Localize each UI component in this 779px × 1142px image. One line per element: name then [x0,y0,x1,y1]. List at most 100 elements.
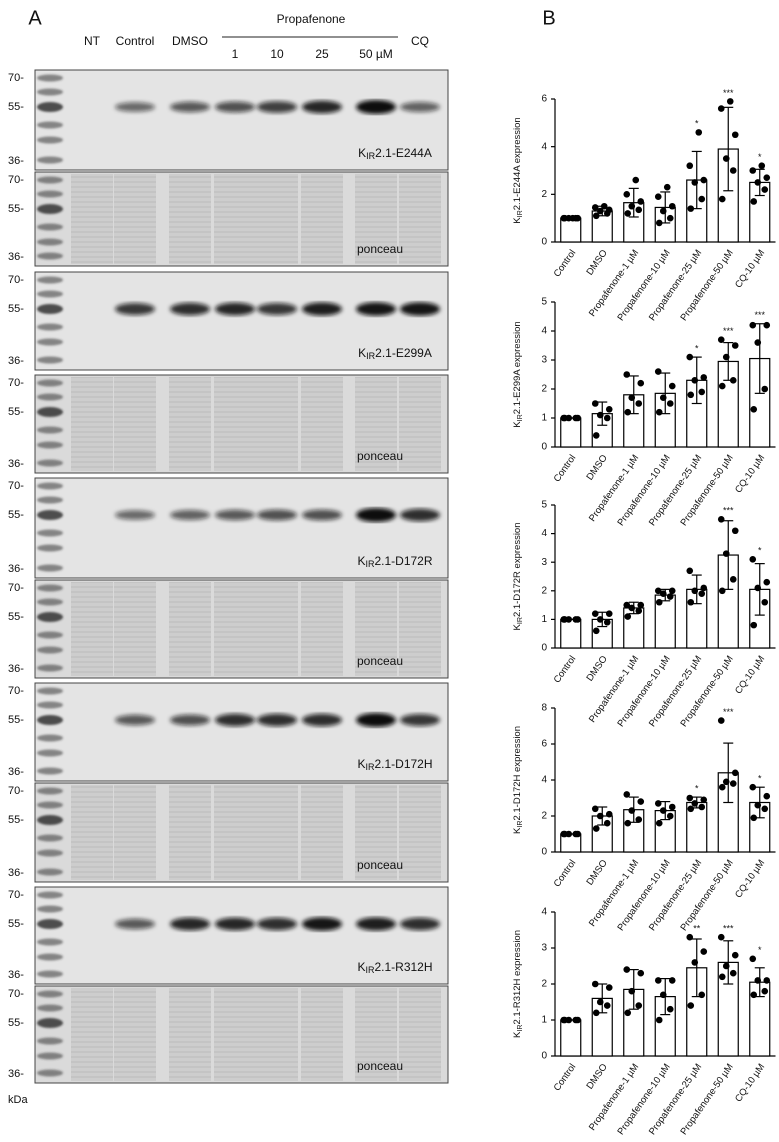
mw-marker: 55- [8,1017,24,1029]
data-point [691,179,699,186]
protein-band [356,302,396,316]
x-tick-label: DMSO [584,1062,609,1092]
data-point [698,590,706,597]
significance: *** [723,924,734,934]
lane-label: Control [116,34,155,48]
loading-label: ponceau [357,1059,403,1073]
x-tick-label: DMSO [584,654,609,684]
data-point [722,155,730,162]
protein-band [356,917,396,931]
lane-label: 50 µM [359,47,393,61]
data-point [722,550,730,557]
ladder-band [37,338,63,346]
ponceau-lane-texture [256,174,298,264]
protein-band [115,510,155,520]
blot-label-part: K [357,960,365,974]
y-tick-label: 1 [541,614,547,625]
data-point [574,830,582,838]
ladder-band [37,529,63,537]
data-point [624,1009,632,1017]
data-point [668,977,676,984]
data-point [687,598,695,606]
significance: *** [754,310,765,320]
x-tick-label: CQ-10 µM [733,248,767,290]
y-axis-label-subscript: IR [516,1025,524,1032]
data-point [695,129,703,136]
error-bar [723,742,734,804]
ladder-band [37,891,63,899]
data-point [731,342,739,349]
data-point [603,618,611,626]
ladder-band [37,970,63,978]
data-point [560,616,568,623]
ladder-band [37,834,63,842]
ponceau-lane-texture [301,785,343,880]
x-tick-label: CQ-10 µM [733,1062,767,1104]
mw-marker: 70- [8,377,24,389]
ladder-band [37,459,63,467]
data-point [623,966,631,973]
ladder-band [37,176,63,184]
loading-label: ponceau [357,654,403,668]
data-point [591,610,599,617]
ladder-band [37,136,63,144]
ladder-band [37,919,63,929]
data-point [654,587,662,595]
x-tick-label: DMSO [584,453,609,483]
data-point [763,174,771,181]
data-point [592,432,600,439]
protein-band [215,101,255,113]
ladder-band [37,482,63,490]
data-point [668,202,676,210]
mw-marker: 70- [8,889,24,901]
data-point [749,556,757,563]
data-point [596,812,604,820]
data-point [565,1016,573,1024]
blot-label: KIR2.1-D172R [357,554,432,569]
data-point [623,601,631,609]
ladder-band [37,1052,63,1060]
ladder-band [37,687,63,695]
ladder [37,379,63,467]
data-point [754,801,762,809]
ponceau-lane-texture [355,174,397,264]
ladder-band [37,393,63,401]
lane-label: CQ [411,34,429,48]
protein-band [400,302,440,316]
lane-label: NT [84,34,101,48]
data-point [624,408,632,416]
data-point [623,371,631,378]
data-point [686,794,694,802]
y-axis-label-part: K [512,1031,523,1038]
data-point [749,167,757,174]
data-point [655,219,663,227]
data-point [717,516,725,523]
data-point [596,998,604,1006]
ponceau-lane-texture [256,988,298,1081]
mw-marker: 70- [8,988,24,1000]
data-point [600,202,608,210]
y-tick-label: 8 [541,703,547,714]
data-point [729,167,737,174]
lane-label: 25 [315,47,329,61]
bar [560,217,582,243]
y-tick-label: 2 [541,384,547,395]
ladder-band [37,204,63,214]
ladder-band [37,1004,63,1012]
data-point [560,830,568,838]
data-point [654,193,662,201]
ladder-band [37,102,63,112]
ladder-band [37,323,63,331]
x-tick-label: Control [552,654,579,685]
protein-band [302,509,342,521]
protein-band [215,917,255,931]
data-point [565,616,573,623]
ladder-band [37,276,63,284]
data-point [749,783,757,791]
ponceau-lane-texture [71,785,113,880]
blot-label-part: 2.1-D172R [374,554,432,568]
data-point [623,791,631,798]
ponceau-lane-texture [114,988,156,1081]
ladder-band [37,88,63,96]
significance: *** [723,506,734,516]
